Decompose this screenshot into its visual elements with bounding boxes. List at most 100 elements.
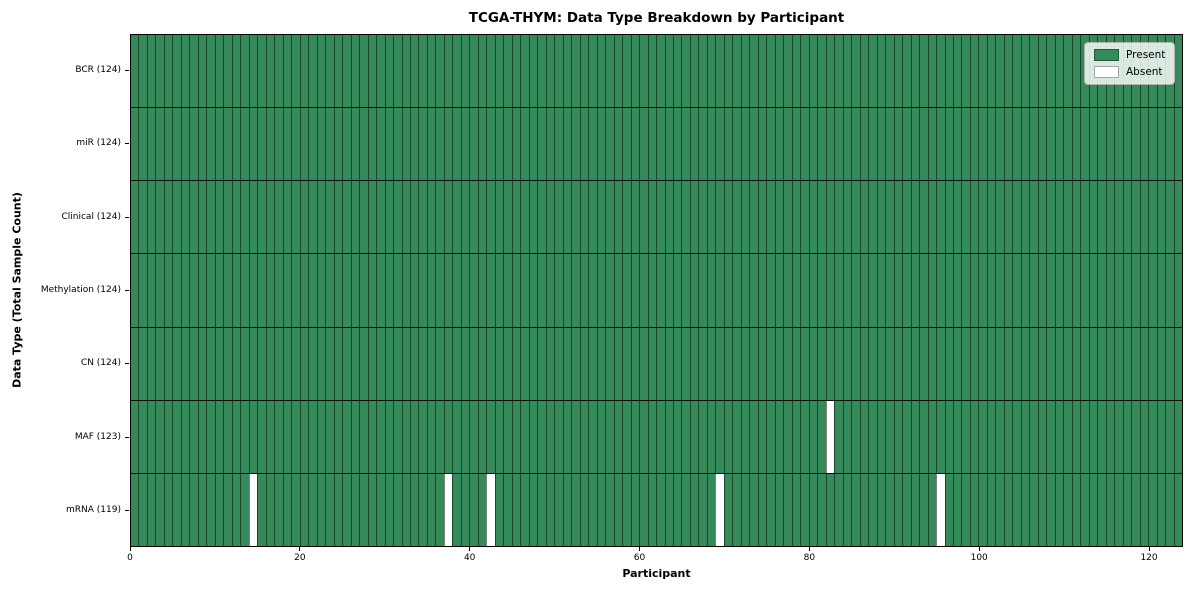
heatmap-cell-present bbox=[1012, 181, 1021, 254]
heatmap-cell-present bbox=[477, 35, 487, 108]
heatmap-cell-present bbox=[308, 35, 317, 108]
heatmap-cell-present bbox=[571, 181, 580, 254]
heatmap-cell-present bbox=[808, 327, 818, 400]
heatmap-cell-present bbox=[952, 327, 962, 400]
heatmap-cell-present bbox=[138, 254, 147, 327]
heatmap-cell-present bbox=[927, 254, 937, 327]
heatmap-cell-present bbox=[1054, 35, 1064, 108]
heatmap-cell-present bbox=[1071, 473, 1081, 546]
heatmap-cell-present bbox=[316, 327, 326, 400]
heatmap-cell-present bbox=[494, 254, 504, 327]
heatmap-cell-present bbox=[163, 35, 173, 108]
heatmap-cell-present bbox=[723, 400, 733, 473]
heatmap-cell-present bbox=[299, 181, 309, 254]
heatmap-cell-present bbox=[562, 400, 572, 473]
heatmap-cell-present bbox=[639, 254, 648, 327]
heatmap-cell-present bbox=[325, 327, 334, 400]
heatmap-cell-present bbox=[800, 473, 809, 546]
heatmap-cell-present bbox=[418, 181, 427, 254]
heatmap-cell-present bbox=[528, 327, 538, 400]
heatmap-cell-present bbox=[248, 108, 258, 181]
heatmap-cell-present bbox=[146, 400, 156, 473]
heatmap-cell-present bbox=[1003, 400, 1013, 473]
heatmap-cell-present bbox=[1139, 254, 1149, 327]
legend-label-absent: Absent bbox=[1126, 66, 1163, 78]
heatmap-cell-present bbox=[1131, 181, 1140, 254]
heatmap-cell-present bbox=[342, 400, 351, 473]
heatmap-cell-present bbox=[350, 108, 360, 181]
heatmap-cell-present bbox=[969, 181, 979, 254]
heatmap-cell-present bbox=[673, 108, 682, 181]
heatmap-cell-present bbox=[1156, 327, 1166, 400]
heatmap-cell-present bbox=[426, 108, 436, 181]
heatmap-cell-present bbox=[969, 108, 979, 181]
heatmap-cell-present bbox=[486, 400, 495, 473]
heatmap-cell-present bbox=[291, 254, 300, 327]
heatmap-cell-present bbox=[231, 400, 241, 473]
heatmap-cell-present bbox=[681, 254, 690, 327]
y-tick-mark bbox=[125, 143, 129, 145]
heatmap-cell-present bbox=[995, 108, 1004, 181]
heatmap-cell-present bbox=[469, 400, 478, 473]
heatmap-cell-present bbox=[723, 35, 733, 108]
heatmap-cell-present bbox=[1037, 254, 1047, 327]
heatmap-cell-present bbox=[180, 400, 190, 473]
heatmap-row-clinical bbox=[131, 180, 1183, 254]
y-tick-label-clinical: Clinical (124) bbox=[61, 211, 121, 222]
heatmap-cell-present bbox=[206, 473, 215, 546]
heatmap-cell-present bbox=[885, 108, 894, 181]
heatmap-cell-present bbox=[257, 473, 266, 546]
y-tick-label-mir: miR (124) bbox=[76, 138, 121, 149]
heatmap-cell-present bbox=[1080, 400, 1089, 473]
heatmap-cell-present bbox=[231, 473, 241, 546]
heatmap-cell-present bbox=[299, 108, 309, 181]
heatmap-cell-present bbox=[1063, 254, 1072, 327]
heatmap-cell-present bbox=[978, 473, 987, 546]
heatmap-cell-present bbox=[588, 108, 597, 181]
heatmap-cell-present bbox=[664, 327, 673, 400]
heatmap-cell-present bbox=[1122, 108, 1132, 181]
heatmap-cell-present bbox=[715, 254, 724, 327]
heatmap-cell-present bbox=[1012, 108, 1021, 181]
heatmap-cell-present bbox=[308, 254, 317, 327]
heatmap-cell-present bbox=[961, 400, 970, 473]
heatmap-cell-present bbox=[681, 181, 690, 254]
heatmap-cell-present bbox=[131, 327, 139, 400]
heatmap-cell-present bbox=[961, 181, 970, 254]
heatmap-cell-present bbox=[740, 400, 750, 473]
heatmap-cell-present bbox=[1148, 108, 1157, 181]
heatmap-cell-present bbox=[180, 327, 190, 400]
heatmap-cell-present bbox=[834, 181, 843, 254]
heatmap-cell-present bbox=[1088, 400, 1098, 473]
heatmap-cell-present bbox=[969, 473, 979, 546]
heatmap-cell-present bbox=[494, 35, 504, 108]
heatmap-cell-present bbox=[1122, 327, 1132, 400]
heatmap-cell-present bbox=[910, 400, 920, 473]
heatmap-cell-present bbox=[333, 400, 343, 473]
heatmap-cell-present bbox=[265, 473, 275, 546]
heatmap-cell-present bbox=[969, 400, 979, 473]
heatmap-cell-present bbox=[664, 108, 673, 181]
heatmap-cell-present bbox=[698, 327, 707, 400]
heatmap-cell-present bbox=[231, 327, 241, 400]
heatmap-cell-present bbox=[1105, 473, 1115, 546]
heatmap-cell-present bbox=[435, 35, 444, 108]
heatmap-cell-present bbox=[333, 181, 343, 254]
heatmap-cell-present bbox=[1080, 254, 1089, 327]
heatmap-row-bcr bbox=[131, 35, 1183, 108]
heatmap-cell-present bbox=[1156, 400, 1166, 473]
heatmap-cell-present bbox=[537, 327, 546, 400]
heatmap-cell-present bbox=[749, 327, 758, 400]
heatmap-cell-present bbox=[333, 327, 343, 400]
heatmap-cell-present bbox=[1020, 108, 1030, 181]
heatmap-cell-present bbox=[384, 254, 394, 327]
heatmap-cell-present bbox=[282, 254, 292, 327]
heatmap-cell-present bbox=[325, 108, 334, 181]
y-tick-mark bbox=[125, 216, 129, 218]
heatmap-cell-present bbox=[342, 254, 351, 327]
heatmap-cell-present bbox=[740, 254, 750, 327]
heatmap-cell-present bbox=[197, 327, 207, 400]
heatmap-cell-present bbox=[961, 473, 970, 546]
heatmap-cell-present bbox=[791, 108, 801, 181]
heatmap-cell-present bbox=[1131, 473, 1140, 546]
